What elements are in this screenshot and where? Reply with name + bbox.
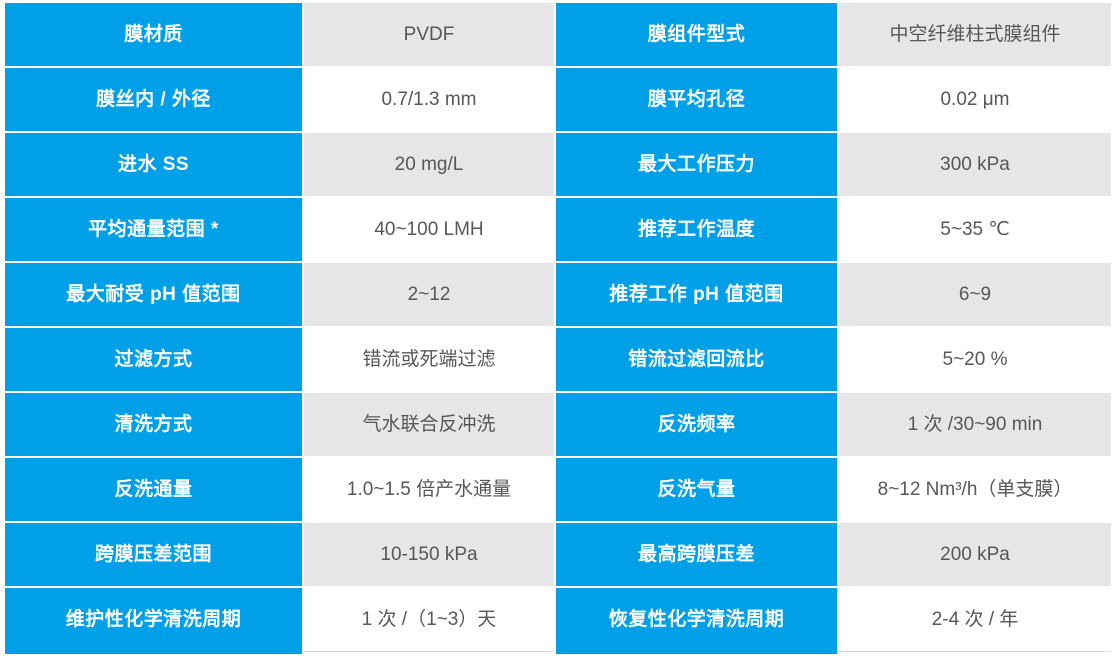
spec-label-cell: 过滤方式: [5, 328, 302, 391]
spec-label-cell: 平均通量范围 *: [5, 198, 302, 261]
spec-value-cell: 2~12: [304, 263, 554, 326]
spec-label-cell: 推荐工作 pH 值范围: [556, 263, 837, 326]
membrane-spec-table: 膜材质 PVDF 膜组件型式 中空纤维柱式膜组件 膜丝内 / 外径 0.7/1.…: [5, 3, 1111, 651]
spec-value-cell: 20 mg/L: [304, 133, 554, 196]
spec-label-cell: 恢复性化学清洗周期: [556, 588, 837, 651]
spec-value-cell: 200 kPa: [839, 523, 1111, 586]
spec-value-cell: 10-150 kPa: [304, 523, 554, 586]
spec-label-cell: 维护性化学清洗周期: [5, 588, 302, 651]
spec-label-cell: 错流过滤回流比: [556, 328, 837, 391]
spec-label-cell: 反洗气量: [556, 458, 837, 521]
spec-value-cell: 1 次 /（1~3）天: [304, 588, 554, 651]
spec-value-cell: 中空纤维柱式膜组件: [839, 3, 1111, 66]
spec-value-cell: 8~12 Nm³/h（单支膜）: [839, 458, 1111, 521]
spec-value-cell: 5~20 %: [839, 328, 1111, 391]
spec-label-cell: 最大耐受 pH 值范围: [5, 263, 302, 326]
spec-label-cell: 跨膜压差范围: [5, 523, 302, 586]
spec-label-cell: 膜组件型式: [556, 3, 837, 66]
spec-label-cell: 膜丝内 / 外径: [5, 68, 302, 131]
spec-value-cell: 5~35 ℃: [839, 198, 1111, 261]
spec-value-cell: 2-4 次 / 年: [839, 588, 1111, 651]
spec-label-cell: 推荐工作温度: [556, 198, 837, 261]
spec-value-cell: 6~9: [839, 263, 1111, 326]
spec-label-cell: 膜平均孔径: [556, 68, 837, 131]
spec-value-cell: 1.0~1.5 倍产水通量: [304, 458, 554, 521]
spec-label-cell: 最高跨膜压差: [556, 523, 837, 586]
spec-value-cell: 1 次 /30~90 min: [839, 393, 1111, 456]
spec-value-cell: 错流或死端过滤: [304, 328, 554, 391]
spec-value-cell: PVDF: [304, 3, 554, 66]
spec-value-cell: 0.7/1.3 mm: [304, 68, 554, 131]
spec-label-cell: 最大工作压力: [556, 133, 837, 196]
spec-value-cell: 气水联合反冲洗: [304, 393, 554, 456]
spec-label-cell: 膜材质: [5, 3, 302, 66]
spec-value-cell: 300 kPa: [839, 133, 1111, 196]
spec-value-cell: 40~100 LMH: [304, 198, 554, 261]
spec-label-cell: 进水 SS: [5, 133, 302, 196]
spec-label-cell: 反洗频率: [556, 393, 837, 456]
spec-value-cell: 0.02 μm: [839, 68, 1111, 131]
spec-label-cell: 清洗方式: [5, 393, 302, 456]
spec-label-cell: 反洗通量: [5, 458, 302, 521]
